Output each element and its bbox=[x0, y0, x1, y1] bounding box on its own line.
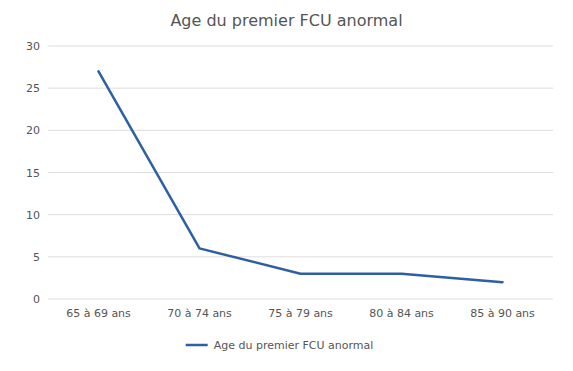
y-tick-label: 5 bbox=[33, 251, 40, 264]
grid-line bbox=[48, 214, 553, 215]
y-tick-label: 25 bbox=[26, 82, 40, 95]
x-tick-label: 65 à 69 ans bbox=[66, 307, 131, 320]
y-tick-label: 20 bbox=[26, 124, 40, 137]
line bbox=[99, 71, 503, 282]
grid-line bbox=[48, 130, 553, 131]
grid-line bbox=[48, 88, 553, 89]
chart-container: Age du premier FCU anormal 0 5 10 15 20 25 30 65… bbox=[0, 0, 573, 371]
x-tick-label: 70 à 74 ans bbox=[167, 307, 232, 320]
grid bbox=[48, 46, 553, 299]
grid-line bbox=[48, 256, 553, 257]
y-tick-label: 30 bbox=[26, 40, 40, 53]
x-tick-label: 85 à 90 ans bbox=[470, 307, 535, 320]
y-tick-label: 0 bbox=[33, 293, 40, 306]
legend-swatch bbox=[186, 344, 208, 347]
chart-svg: Age du premier FCU anormal 0 5 10 15 20 25 30 65… bbox=[0, 0, 573, 371]
x-tick-label: 80 à 84 ans bbox=[369, 307, 434, 320]
grid-line bbox=[48, 299, 553, 300]
title: Age du premier FCU anormal bbox=[170, 11, 402, 30]
legend-label: Age du premier FCU anormal bbox=[214, 339, 374, 352]
y-tick-label: 10 bbox=[26, 209, 40, 222]
legend: Age du premier FCU anormal bbox=[186, 339, 374, 352]
x-tick-label: 75 à 79 ans bbox=[268, 307, 333, 320]
y-tick-label: 15 bbox=[26, 167, 40, 180]
plot-area bbox=[99, 71, 503, 282]
grid-line bbox=[48, 46, 553, 47]
grid-line bbox=[48, 172, 553, 173]
